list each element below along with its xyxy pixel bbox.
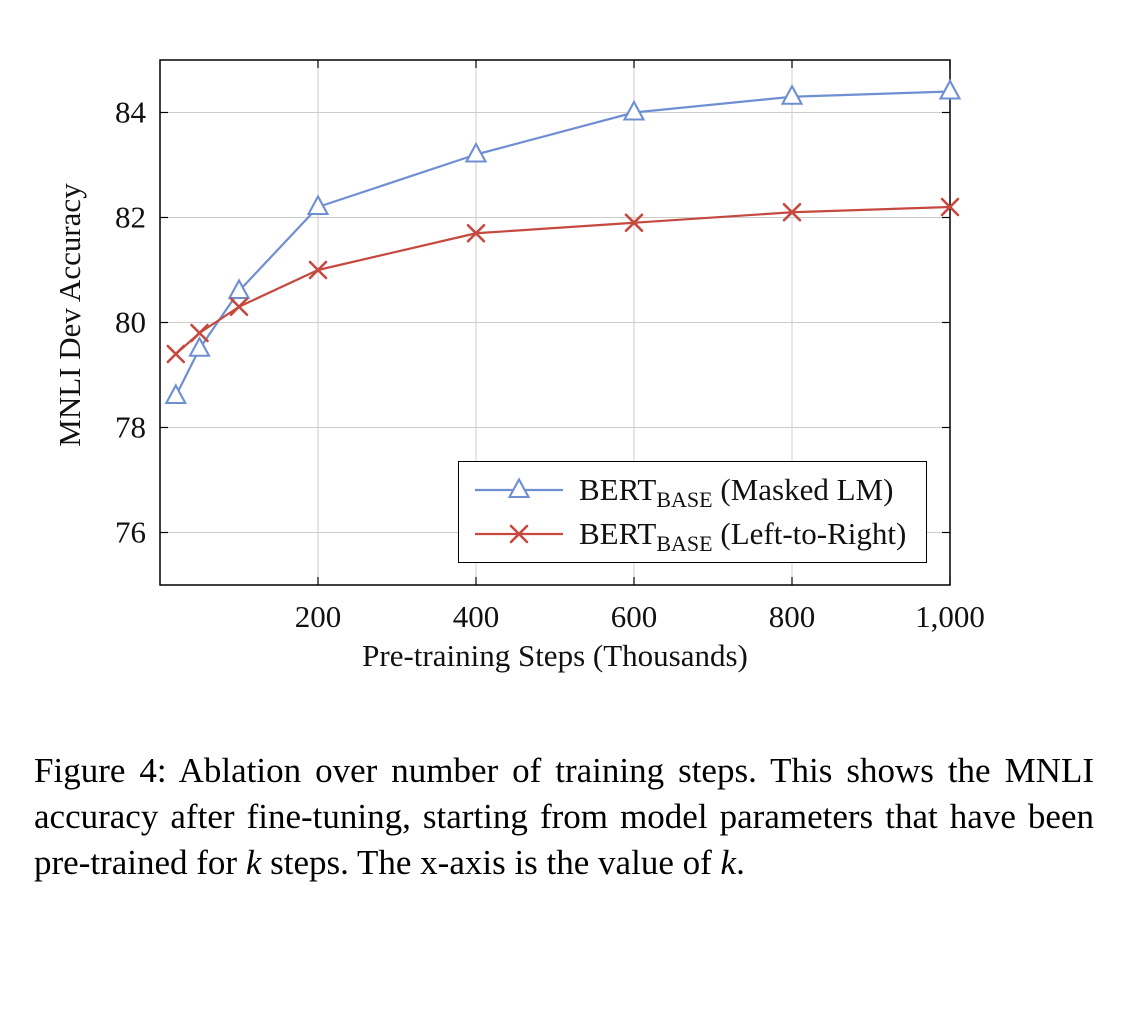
y-tick-label: 80 <box>115 305 146 340</box>
x-tick-label: 200 <box>295 599 342 634</box>
legend-item: BERTBASE (Left-to-Right) <box>473 516 907 557</box>
figure4-chart: 200 400 600 800 1,000 76 78 80 82 84 MNLI Dev Acc… <box>52 59 985 673</box>
x-tick-label: 800 <box>769 599 816 634</box>
triangle-marker-icon <box>475 477 563 499</box>
figure-caption: Figure 4: Ablation over number of traini… <box>34 751 1094 882</box>
legend-label: BERTBASE (Masked LM) <box>579 472 894 513</box>
legend-label: BERTBASE (Left-to-Right) <box>579 516 907 557</box>
chart-legend: BERTBASE (Masked LM) BERTBASE (Left-to-Ri… <box>458 461 928 563</box>
x-tick-label: 600 <box>611 599 658 634</box>
y-axis-label: MNLI Dev Accuracy <box>52 183 87 447</box>
x-tick-label: 400 <box>453 599 500 634</box>
y-tick-label: 76 <box>115 515 146 550</box>
x-tick-label: 1,000 <box>915 599 985 634</box>
y-tick-label: 84 <box>115 95 147 130</box>
y-tick-label: 78 <box>115 410 146 445</box>
y-tick-label: 82 <box>115 200 146 235</box>
x-marker-icon <box>475 524 563 544</box>
legend-item: BERTBASE (Masked LM) <box>473 472 906 513</box>
x-axis-label: Pre-training Steps (Thousands) <box>362 638 748 673</box>
chart-canvas: 200 400 600 800 1,000 76 78 80 82 84 <box>115 59 985 634</box>
